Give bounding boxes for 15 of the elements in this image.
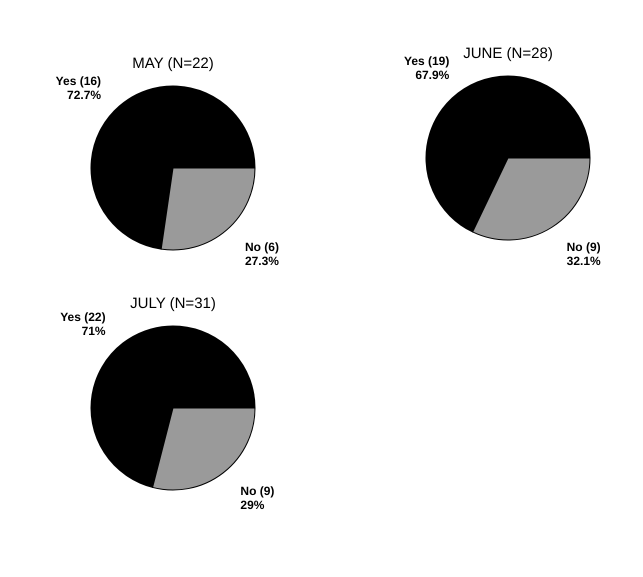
slice-label: No (6)	[244, 240, 279, 254]
data-label: 27.3%	[244, 254, 280, 268]
data-label: 32.1%	[566, 254, 602, 268]
slice-label: No (9)	[566, 240, 601, 254]
data-label: 71%	[82, 324, 106, 338]
slice-label: Yes (19)	[404, 54, 450, 68]
chart-title: JUNE (N=28)	[463, 45, 553, 62]
slice-label: No (9)	[240, 484, 274, 498]
data-label: 72.7%	[67, 88, 102, 102]
slice-label: Yes (16)	[56, 74, 102, 88]
data-label: 29%	[240, 498, 265, 512]
chart-title: MAY (N=22)	[132, 55, 214, 72]
slice-label: Yes (22)	[60, 310, 106, 324]
chart-title: JULY (N=31)	[130, 295, 216, 312]
data-label: 67.9%	[415, 68, 450, 82]
